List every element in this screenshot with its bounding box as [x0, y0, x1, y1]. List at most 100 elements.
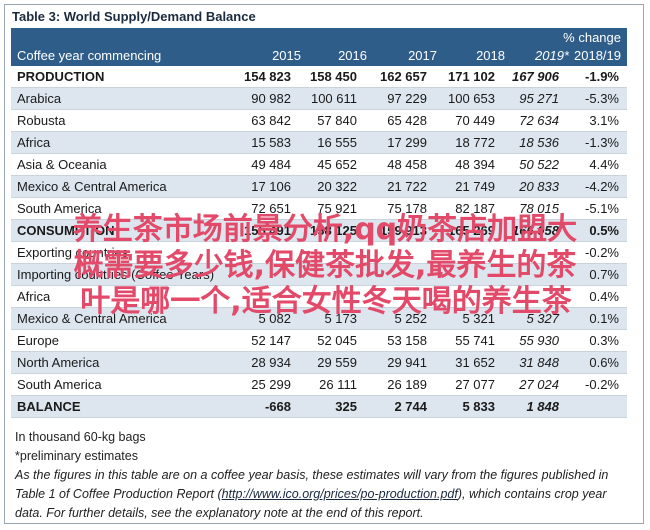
cell-value: 171 102 [448, 69, 495, 84]
note-preliminary: *preliminary estimates [15, 449, 138, 463]
cell-value: 17 299 [387, 135, 427, 150]
cell-value: 100 611 [310, 91, 357, 106]
note-text-2: Table 1 of Coffee Production Report ( [15, 487, 222, 501]
cell-value: 162 657 [380, 69, 427, 84]
row-label: PRODUCTION [17, 69, 105, 84]
cell-value: 57 840 [317, 113, 357, 128]
cell-pct-change: 0.5% [589, 223, 619, 238]
cell-value: 325 [335, 399, 357, 414]
cell-value: 72 634 [519, 113, 559, 128]
cell-value: 75 921 [317, 201, 357, 216]
cell-value: 50 522 [519, 157, 559, 172]
cell-value: 63 842 [251, 113, 291, 128]
row-label: BALANCE [17, 399, 81, 414]
cell-value: 49 484 [251, 157, 291, 172]
cell-pct-change: 0.4% [589, 289, 619, 304]
note-text-1: As the figures in this table are on a co… [15, 468, 609, 482]
table-row: BALANCE -668 325 2 744 5 833 1 848 [11, 396, 627, 418]
cell-value: 20 833 [519, 179, 559, 194]
table-row: Arabica 90 982 100 611 97 229 100 653 95 271 -… [11, 88, 627, 110]
row-label: Asia & Oceania [17, 157, 107, 172]
cell-value: 82 187 [455, 201, 495, 216]
cell-value: 5 173 [324, 311, 357, 326]
cell-pct-change: -0.2% [585, 245, 619, 260]
row-label: Robusta [17, 113, 66, 128]
table-notes: In thousand 60-kg bags *preliminary esti… [15, 428, 625, 523]
table-row: North America 28 934 29 559 29 941 31 652 31 … [11, 352, 627, 374]
row-label: South America [17, 201, 102, 216]
cell-pct-change: 0.6% [589, 355, 619, 370]
cell-value: 28 934 [251, 355, 291, 370]
cell-value: 29 941 [387, 355, 427, 370]
cell-value: 21 722 [387, 179, 427, 194]
cell-pct-change: 0.3% [589, 333, 619, 348]
table-title: Table 3: World Supply/Demand Balance [12, 9, 256, 24]
cell-value: 55 741 [455, 333, 495, 348]
header-pct-change: % change [563, 30, 621, 45]
row-label: Africa [17, 135, 51, 150]
row-label: Africa [17, 289, 51, 304]
production-report-link[interactable]: http://www.ico.org/prices/po-production.… [221, 487, 458, 501]
header-year-2015: 2015 [272, 48, 301, 63]
cell-value: 16 555 [317, 135, 357, 150]
header-year-2018: 2018 [476, 48, 505, 63]
table-body: PRODUCTION 154 823 158 450 162 657 171 102 16… [11, 66, 627, 418]
cell-value: 97 229 [387, 91, 427, 106]
cell-value: 78 015 [519, 201, 559, 216]
cell-value: 18 772 [455, 135, 495, 150]
row-label: Mexico & Central America [17, 179, 167, 194]
table-row: Importing countries (Coffee Years) 0.7% [11, 264, 627, 286]
cell-value: 15 583 [251, 135, 291, 150]
cell-value: 2 744 [394, 399, 427, 414]
watermark-line-1: 养生茶市场前景分析,qq奶茶店加盟大 [72, 212, 578, 247]
cell-value: 100 653 [448, 91, 495, 106]
note-units: In thousand 60-kg bags [15, 430, 146, 444]
watermark-line-3: 叶是哪一个,适合女性冬天喝的养生茶 [80, 284, 572, 319]
cell-value: 55 930 [519, 333, 559, 348]
cell-value: 5 327 [526, 311, 559, 326]
cell-value: 1 848 [526, 399, 559, 414]
cell-value: 75 178 [387, 201, 427, 216]
table-row: CONSUMPTION 155 491 158 125 159 913 165 269 1… [11, 220, 627, 242]
cell-pct-change: 4.4% [589, 157, 619, 172]
row-label: Importing countries (Coffee Years) [17, 267, 215, 282]
cell-value: 52 147 [251, 333, 291, 348]
cell-pct-change: 0.7% [589, 267, 619, 282]
header-pct-period: 2018/19 [574, 48, 621, 63]
cell-value: 29 559 [317, 355, 357, 370]
row-label: Exporting countries [17, 245, 129, 260]
table-row: Mexico & Central America 17 106 20 322 21 7… [11, 176, 627, 198]
cell-value: 154 823 [244, 69, 291, 84]
cell-value: 21 749 [455, 179, 495, 194]
cell-value: 20 322 [317, 179, 357, 194]
cell-value: 165 269 [448, 223, 495, 238]
table-row: Exporting countries -0.2% [11, 242, 627, 264]
table-row: Mexico & Central America 5 082 5 173 5 252 5… [11, 308, 627, 330]
cell-value: 52 045 [317, 333, 357, 348]
cell-value: 26 189 [387, 377, 427, 392]
table-row: South America 72 651 75 921 75 178 82 187 78 … [11, 198, 627, 220]
note-text-3: ), which contains crop year [457, 487, 607, 501]
cell-value: 31 652 [455, 355, 495, 370]
cell-value: 17 106 [251, 179, 291, 194]
cell-pct-change: -1.9% [585, 69, 619, 84]
cell-value: 27 077 [455, 377, 495, 392]
header-year-2017: 2017 [408, 48, 437, 63]
cell-value: 25 299 [251, 377, 291, 392]
note-text-4: data. For further details, see the expla… [15, 506, 424, 520]
row-label: South America [17, 377, 102, 392]
table-row: PRODUCTION 154 823 158 450 162 657 171 102 16… [11, 66, 627, 88]
header-year-2019: 2019* [535, 48, 569, 63]
cell-value: 70 449 [455, 113, 495, 128]
table-row: Robusta 63 842 57 840 65 428 70 449 72 634 3.1… [11, 110, 627, 132]
cell-value: 72 651 [251, 201, 291, 216]
cell-value: 155 491 [244, 223, 291, 238]
cell-value: 5 321 [462, 311, 495, 326]
table-row: Africa 0.4% [11, 286, 627, 308]
table-row: Europe 52 147 52 045 53 158 55 741 55 930 0.3% [11, 330, 627, 352]
row-label: Arabica [17, 91, 62, 106]
cell-value: 5 252 [394, 311, 427, 326]
header-year-2016: 2016 [338, 48, 367, 63]
row-label: Mexico & Central America [17, 311, 167, 326]
cell-pct-change: -0.2% [585, 377, 619, 392]
